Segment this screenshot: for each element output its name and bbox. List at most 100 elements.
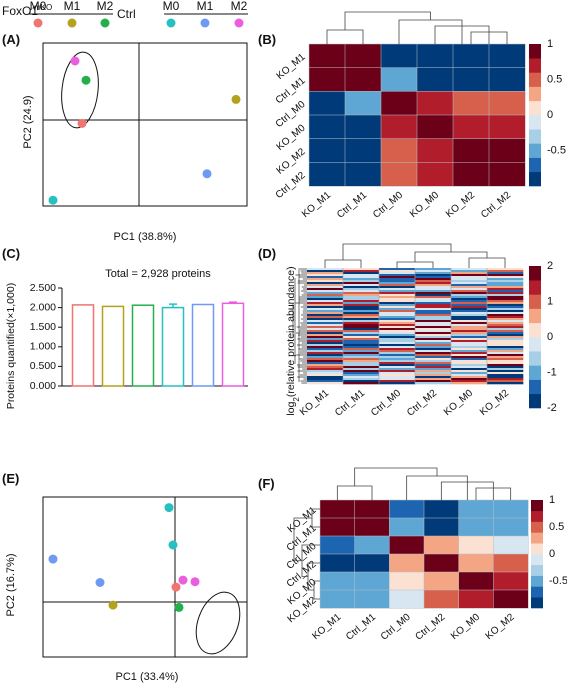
heat-cell xyxy=(307,288,344,291)
colorbar-swatch xyxy=(531,532,543,544)
heat-cell xyxy=(307,332,344,335)
heat-cell xyxy=(487,280,524,283)
colorbar-swatch xyxy=(529,379,541,395)
heat-cell xyxy=(451,354,488,357)
heat-cell xyxy=(451,328,488,331)
heat-cell xyxy=(416,91,454,116)
colorbar-swatch xyxy=(529,351,541,366)
heat-cell xyxy=(487,378,524,381)
heat-cell xyxy=(451,376,488,379)
heat-cell xyxy=(380,67,418,92)
heat-cell xyxy=(487,278,524,281)
heat-cell xyxy=(343,360,380,363)
colorbar-swatch xyxy=(529,308,541,324)
heat-cell xyxy=(487,292,524,295)
heat-cell xyxy=(307,322,344,325)
heat-cell xyxy=(379,288,416,291)
heat-cell xyxy=(451,378,488,381)
heat-cell xyxy=(343,344,380,347)
heat-cell xyxy=(319,499,356,519)
heat-cell xyxy=(379,280,416,283)
heat-cell xyxy=(415,316,452,319)
heat-cell xyxy=(487,342,524,345)
heat-cell xyxy=(379,312,416,315)
colorbar-swatch xyxy=(529,129,541,144)
heat-cell xyxy=(493,535,529,555)
heat-cell xyxy=(307,364,344,367)
heat-cell xyxy=(452,91,490,116)
heat-cell xyxy=(379,284,416,287)
heat-cell xyxy=(487,298,524,301)
heat-cell xyxy=(343,268,380,271)
legend-ctrl-dot xyxy=(200,18,210,28)
heat-cell xyxy=(415,354,452,357)
heat-cell xyxy=(487,328,524,331)
bar-c-ytick-label: 0.500 xyxy=(30,360,56,372)
heat-cell xyxy=(415,274,452,277)
heat-cell xyxy=(319,553,356,573)
scatter-point xyxy=(174,602,184,612)
heat-cell xyxy=(451,312,488,315)
heat-cell xyxy=(487,296,524,299)
colorbar-tick-label: -0.5 xyxy=(549,575,567,587)
bar-c-title: Total = 2,928 proteins xyxy=(105,268,211,280)
heat-cell xyxy=(451,304,488,307)
heat-cell xyxy=(451,306,488,309)
pca-e-cluster-ellipse xyxy=(195,591,241,655)
heat-d-ylabel-main: log xyxy=(285,401,297,415)
heat-cell xyxy=(307,282,344,285)
heat-cell xyxy=(307,352,344,355)
colorbar-tick-label: 1 xyxy=(547,38,553,50)
heat-cell xyxy=(343,348,380,351)
heat-cell xyxy=(379,294,416,297)
heat-d-ylabel-sub: 2 xyxy=(292,397,301,402)
col-label: KO_M0 xyxy=(408,190,441,220)
heat-cell xyxy=(379,290,416,293)
scatter-point xyxy=(178,575,188,585)
heat-cell xyxy=(415,290,452,293)
heat-cell xyxy=(415,368,452,371)
bar-c-ylabel: Proteins quantified(×1,000) xyxy=(5,283,17,409)
colorbar-swatch xyxy=(529,143,541,158)
heat-cell xyxy=(451,280,488,283)
heat-cell xyxy=(379,276,416,279)
heat-cell xyxy=(307,342,344,345)
heat-cell xyxy=(488,138,526,163)
bar xyxy=(191,303,215,387)
heat-cell xyxy=(379,298,416,301)
heat-cell xyxy=(343,280,380,283)
heat-cell xyxy=(493,553,529,573)
heat-cell xyxy=(343,336,380,339)
heat-cell xyxy=(416,114,454,140)
heat-cell xyxy=(308,162,346,187)
heat-cell xyxy=(415,370,452,373)
heat-cell xyxy=(493,517,529,537)
heat-cell xyxy=(415,358,452,361)
scatter-point xyxy=(168,540,178,550)
heat-cell xyxy=(379,362,416,365)
heat-cell xyxy=(415,278,452,281)
heat-cell xyxy=(307,360,344,363)
heat-cell xyxy=(415,324,452,327)
heat-cell xyxy=(343,366,380,369)
heat-cell xyxy=(379,338,416,341)
colorbar-swatch xyxy=(529,266,541,281)
heat-cell xyxy=(451,324,488,327)
heat-cell xyxy=(493,589,529,609)
heat-cell xyxy=(423,553,460,573)
heat-cell xyxy=(307,326,344,329)
heat-cell xyxy=(451,316,488,319)
heat-cell xyxy=(487,336,524,339)
heat-cell xyxy=(487,376,524,379)
pca-plot-a: PC1 (38.8%) PC2 (24.9) xyxy=(22,42,248,243)
heat-cell xyxy=(389,553,425,573)
heat-cell xyxy=(487,290,524,293)
heat-cell xyxy=(415,298,452,301)
heat-cell xyxy=(451,322,488,325)
scatter-point xyxy=(171,582,181,592)
heat-cell xyxy=(379,278,416,281)
scatter-point xyxy=(231,94,241,104)
bar xyxy=(221,302,245,387)
heat-cell xyxy=(415,296,452,299)
heat-cell xyxy=(487,294,524,297)
